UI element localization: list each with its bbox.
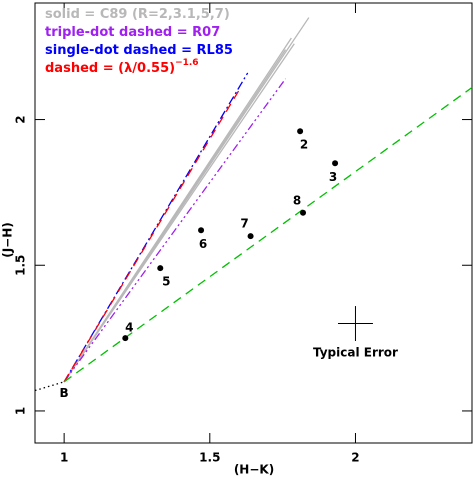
legend-superscript: −1.6	[175, 58, 198, 68]
line-series	[63, 86, 473, 383]
point-label: 8	[293, 193, 301, 207]
y-axis-label: (J−H)	[1, 222, 15, 258]
data-point	[198, 227, 205, 234]
legend-text: solid = C89 (R=2,3.1,5,7)	[45, 7, 230, 22]
y-tick-label: 1.5	[14, 255, 28, 276]
plot-frame	[34, 2, 473, 444]
line-series	[63, 49, 287, 383]
data-point	[332, 160, 339, 167]
legend-entry: dashed = (λ/0.55)−1.6	[45, 58, 199, 76]
data-point	[122, 335, 129, 342]
legend-text: dashed = (λ/0.55)	[45, 61, 175, 76]
x-tick-label: 1	[60, 451, 68, 465]
legend-text: single-dot dashed = RL85	[45, 43, 233, 58]
point-label: 6	[199, 237, 207, 251]
data-point	[157, 265, 164, 272]
point-label: 3	[329, 170, 337, 184]
line-series	[63, 78, 287, 383]
legend-entry: single-dot dashed = RL85	[45, 43, 233, 58]
data-point	[300, 209, 307, 216]
line-series	[63, 72, 249, 383]
line-series	[63, 90, 240, 383]
point-label: 7	[240, 217, 248, 231]
error-label: Typical Error	[313, 346, 398, 360]
x-tick-label: 2	[351, 451, 359, 465]
legend-entry: triple-dot dashed = R07	[45, 25, 220, 40]
point-label: 4	[125, 321, 133, 335]
point-label: 2	[300, 138, 308, 152]
data-point	[297, 128, 304, 135]
point-label: 5	[162, 275, 170, 289]
y-tick-label: 1	[14, 407, 28, 415]
legend-text: triple-dot dashed = R07	[45, 25, 220, 40]
origin-label: B	[60, 386, 69, 400]
x-tick-label: 1.5	[199, 451, 220, 465]
data-point	[247, 233, 254, 240]
line-series	[34, 381, 65, 392]
x-axis-label: (H−K)	[234, 463, 274, 477]
y-tick-label: 2	[14, 115, 28, 123]
legend-entry: solid = C89 (R=2,3.1,5,7)	[45, 7, 230, 22]
line-series	[63, 43, 295, 383]
